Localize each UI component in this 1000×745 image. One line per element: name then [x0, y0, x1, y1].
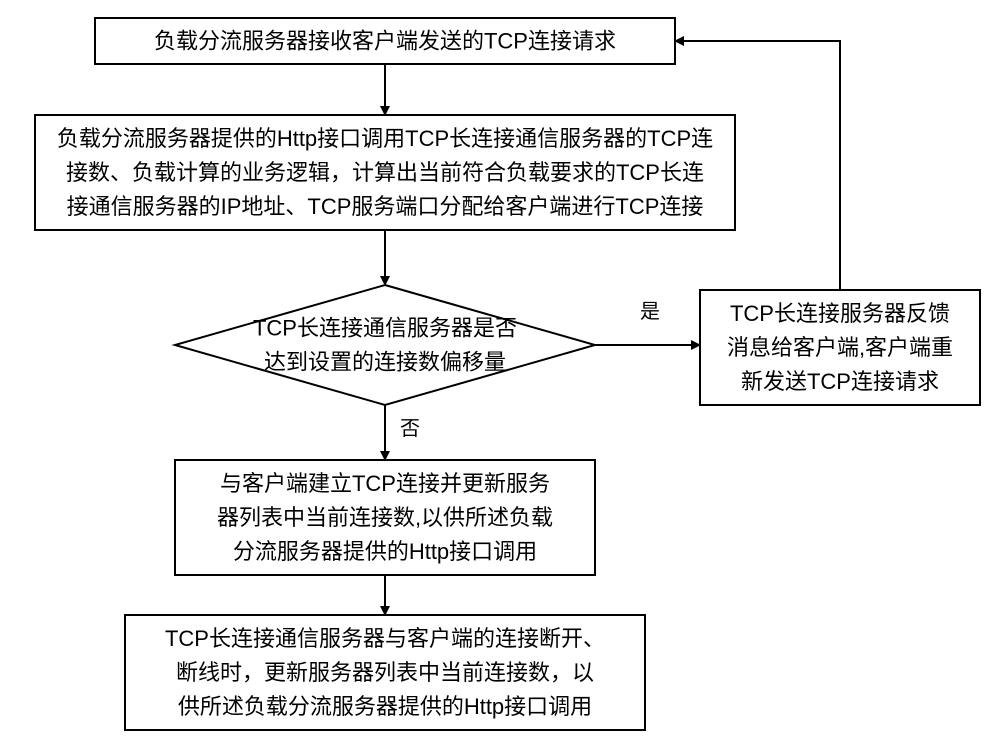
node-text: TCP长连接通信服务器是否 — [253, 315, 517, 340]
node-text: TCP长连接服务器反馈 — [730, 301, 950, 326]
node-text: 接通信服务器的IP地址、TCP服务端口分配给客户端进行TCP连接 — [67, 194, 704, 219]
node-text: 新发送TCP连接请求 — [741, 369, 939, 394]
node-text: 负载分流服务器提供的Http接口调用TCP长连接通信服务器的TCP连 — [57, 126, 713, 151]
node-text: 消息给客户端,客户端重 — [727, 335, 953, 360]
node-text: TCP长连接通信服务器与客户端的连接断开、 — [165, 626, 605, 651]
node-text: 分流服务器提供的Http接口调用 — [233, 539, 537, 564]
node-text: 断线时，更新服务器列表中当前连接数，以 — [176, 660, 594, 685]
node-text: 负载分流服务器接收客户端发送的TCP连接请求 — [154, 29, 616, 54]
node-text: 器列表中当前连接数,以供所述负载 — [217, 505, 553, 530]
node-text: 供所述负载分流服务器提供的Http接口调用 — [178, 694, 592, 719]
flow-decision-d1 — [175, 285, 595, 405]
node-text: 接数、负载计算的业务逻辑，计算出当前符合负载要求的TCP长连 — [66, 160, 704, 185]
node-text: 达到设置的连接数偏移量 — [264, 350, 506, 375]
decision-label-no: 否 — [400, 418, 420, 440]
node-text: 与客户端建立TCP连接并更新服务 — [220, 471, 550, 496]
decision-label-yes: 是 — [640, 301, 660, 323]
